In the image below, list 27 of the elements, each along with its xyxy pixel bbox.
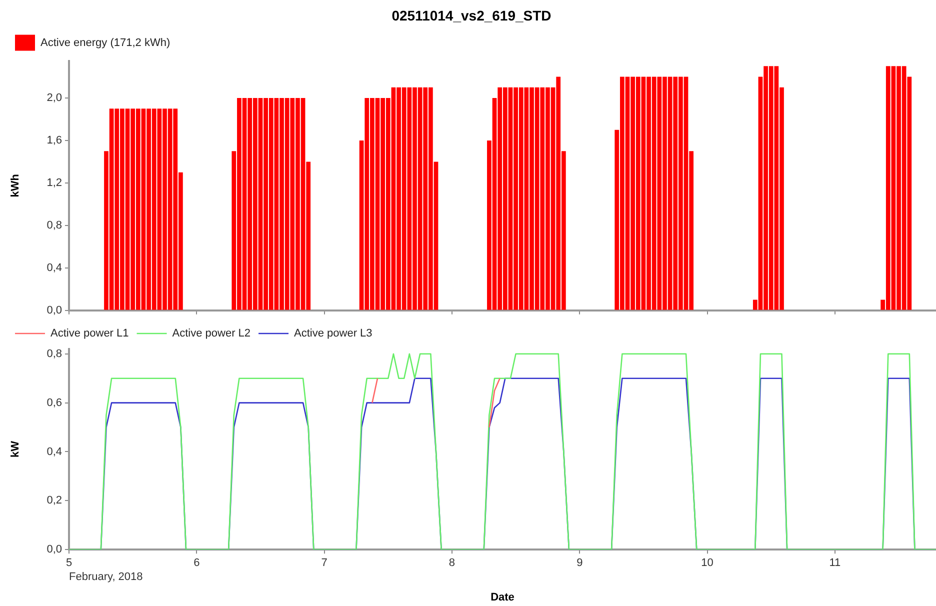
y-tick-label: 0,8: [46, 348, 62, 360]
x-tick-label: 7: [321, 557, 328, 570]
legend-label: Active power L2: [172, 328, 251, 340]
x-tick-label: 8: [448, 557, 456, 570]
y-tick-label: 1,2: [46, 176, 62, 189]
y-tick-label: 0,2: [46, 494, 62, 507]
x-axis-title: Date: [490, 591, 514, 604]
y-tick-label: 0,0: [46, 304, 62, 316]
y-tick-label: 0,4: [46, 262, 62, 274]
x-tick-label: 5: [66, 557, 72, 570]
x-tick-label: 11: [829, 557, 841, 570]
legend-label: Active energy (171,2 kWh): [40, 36, 170, 49]
legend-label: Active power L1: [50, 328, 129, 340]
y-tick-label: 0,6: [46, 396, 62, 409]
y-axis-title: kWh: [10, 174, 22, 198]
y-tick-label: 0,4: [46, 446, 62, 458]
text: February, 2018: [69, 571, 143, 584]
x-tick-label: 9: [576, 557, 583, 570]
y-tick-label: 0,0: [46, 544, 62, 556]
y-tick-label: 1,6: [46, 134, 62, 146]
legend-label: Active power L3: [294, 328, 372, 340]
chart-title: 02511014_vs2_619_STD: [392, 7, 552, 24]
y-axis-title: kW: [10, 440, 22, 458]
x-tick-label: 10: [701, 557, 714, 570]
y-tick-label: 0,8: [46, 219, 62, 232]
y-tick-label: 2,0: [46, 92, 62, 104]
x-tick-label: 6: [194, 557, 200, 570]
